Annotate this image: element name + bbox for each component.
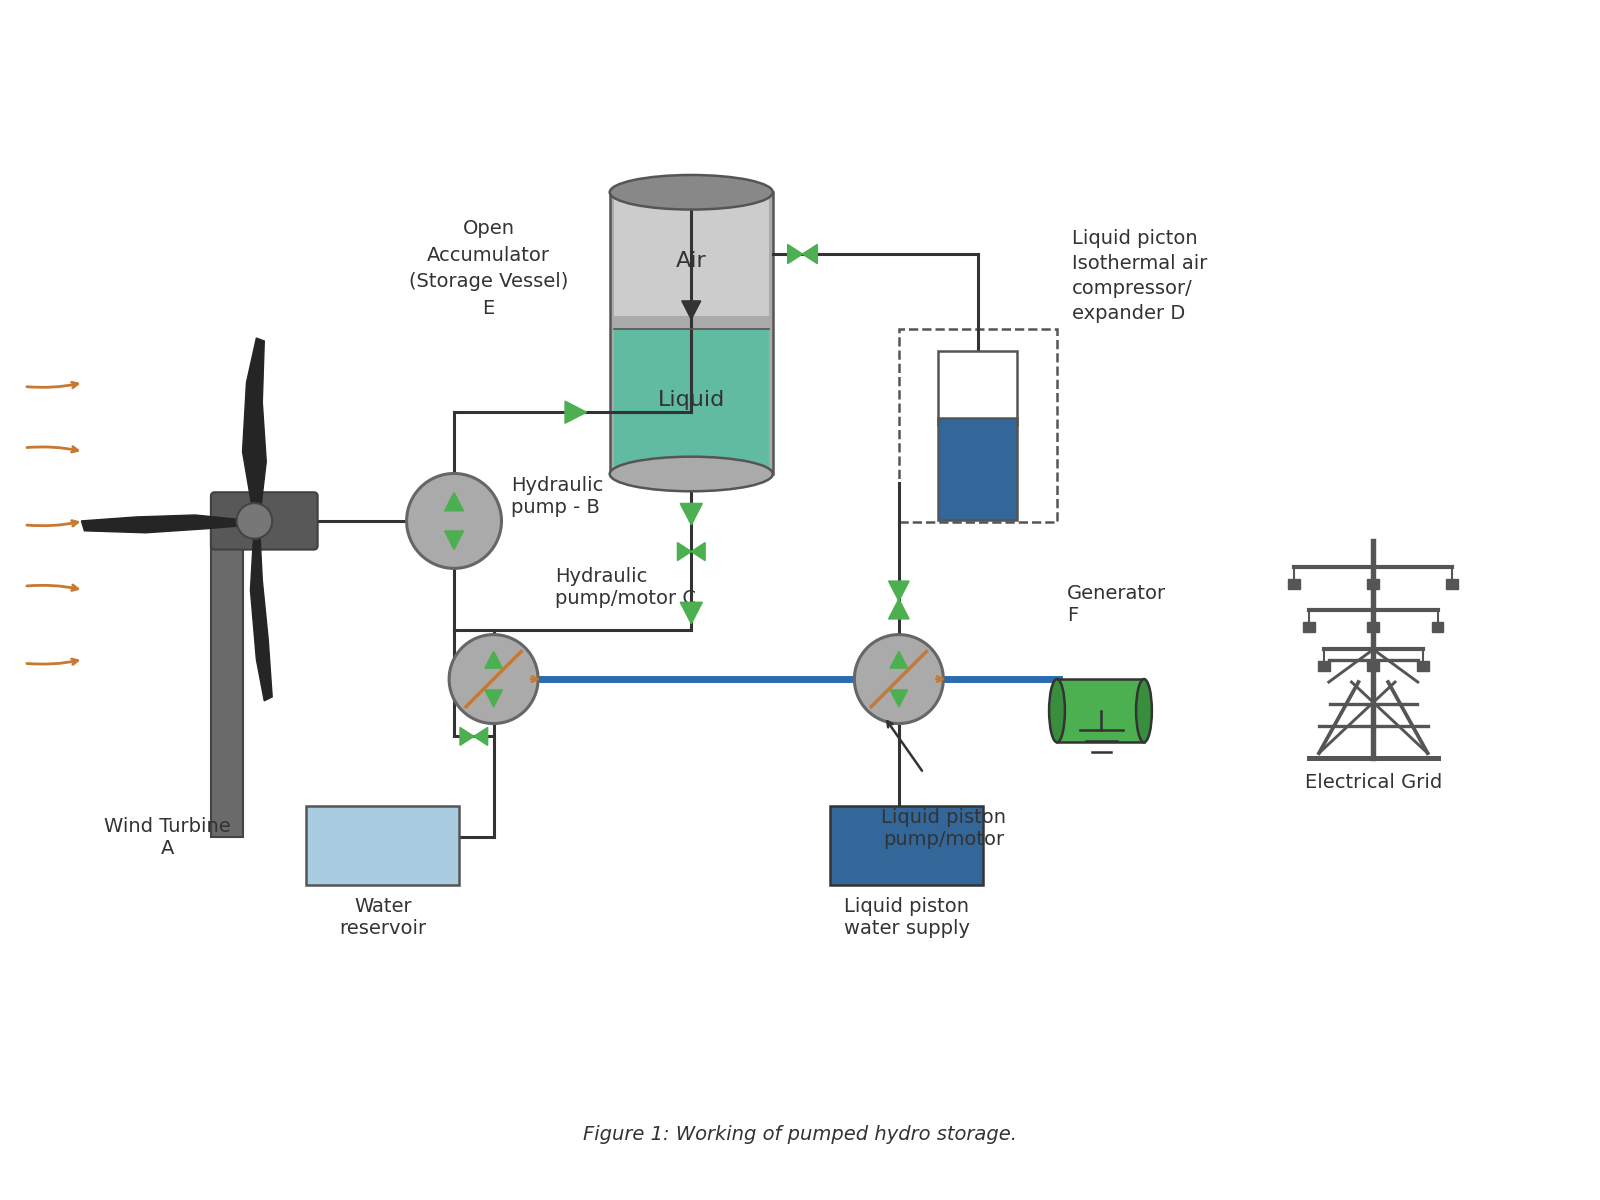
Bar — [614, 329, 770, 470]
Text: Hydraulic
pump/motor C: Hydraulic pump/motor C — [555, 566, 696, 608]
Bar — [211, 521, 243, 838]
Polygon shape — [82, 515, 254, 533]
Bar — [306, 805, 459, 884]
Text: Wind Turbine
A: Wind Turbine A — [104, 817, 230, 858]
Polygon shape — [459, 727, 474, 745]
Circle shape — [450, 635, 538, 724]
Bar — [1058, 679, 1144, 743]
Text: Generator
F: Generator F — [1067, 583, 1166, 625]
Bar — [1368, 622, 1379, 632]
Bar — [938, 352, 1018, 425]
Ellipse shape — [610, 175, 773, 210]
Bar — [1368, 578, 1379, 588]
Bar — [830, 805, 982, 884]
Polygon shape — [445, 532, 464, 550]
Ellipse shape — [1050, 679, 1066, 743]
Bar — [1432, 622, 1443, 632]
Bar — [1368, 661, 1379, 671]
Polygon shape — [677, 542, 691, 560]
Bar — [610, 192, 773, 474]
Polygon shape — [680, 602, 702, 624]
Text: Open
Accumulator
(Storage Vessel)
E: Open Accumulator (Storage Vessel) E — [410, 220, 568, 318]
Circle shape — [406, 474, 501, 569]
Polygon shape — [485, 690, 502, 707]
Ellipse shape — [1136, 679, 1152, 743]
Text: Liquid piston
pump/motor: Liquid piston pump/motor — [882, 808, 1006, 848]
Text: Liquid picton
Isothermal air
compressor/
expander D: Liquid picton Isothermal air compressor/… — [1072, 229, 1206, 323]
Bar — [899, 329, 1058, 522]
FancyBboxPatch shape — [211, 492, 318, 550]
Polygon shape — [485, 652, 502, 668]
Bar — [938, 418, 1018, 520]
Bar — [1446, 578, 1458, 588]
Polygon shape — [691, 542, 706, 560]
Text: Liquid piston
water supply: Liquid piston water supply — [843, 896, 970, 937]
Polygon shape — [787, 245, 803, 264]
Polygon shape — [474, 727, 488, 745]
Polygon shape — [888, 599, 909, 619]
Polygon shape — [243, 338, 266, 521]
Circle shape — [854, 635, 944, 724]
Text: Water
reservoir: Water reservoir — [339, 896, 427, 937]
Bar — [1288, 578, 1301, 588]
Bar — [1318, 661, 1330, 671]
Text: Liquid: Liquid — [658, 390, 725, 409]
Text: Hydraulic
pump - B: Hydraulic pump - B — [512, 475, 603, 517]
Bar — [1302, 622, 1315, 632]
Circle shape — [237, 503, 272, 539]
Polygon shape — [251, 521, 272, 701]
Polygon shape — [803, 245, 818, 264]
Bar — [614, 192, 770, 317]
Polygon shape — [565, 401, 587, 424]
Text: Air: Air — [675, 251, 707, 271]
Polygon shape — [682, 301, 701, 319]
Bar — [1416, 661, 1429, 671]
Polygon shape — [888, 581, 909, 601]
Text: Electrical Grid: Electrical Grid — [1304, 773, 1442, 792]
Ellipse shape — [610, 457, 773, 491]
Polygon shape — [890, 652, 907, 668]
Polygon shape — [445, 492, 464, 511]
Polygon shape — [680, 504, 702, 524]
Polygon shape — [890, 690, 907, 707]
Text: Figure 1: Working of pumped hydro storage.: Figure 1: Working of pumped hydro storag… — [582, 1124, 1018, 1144]
